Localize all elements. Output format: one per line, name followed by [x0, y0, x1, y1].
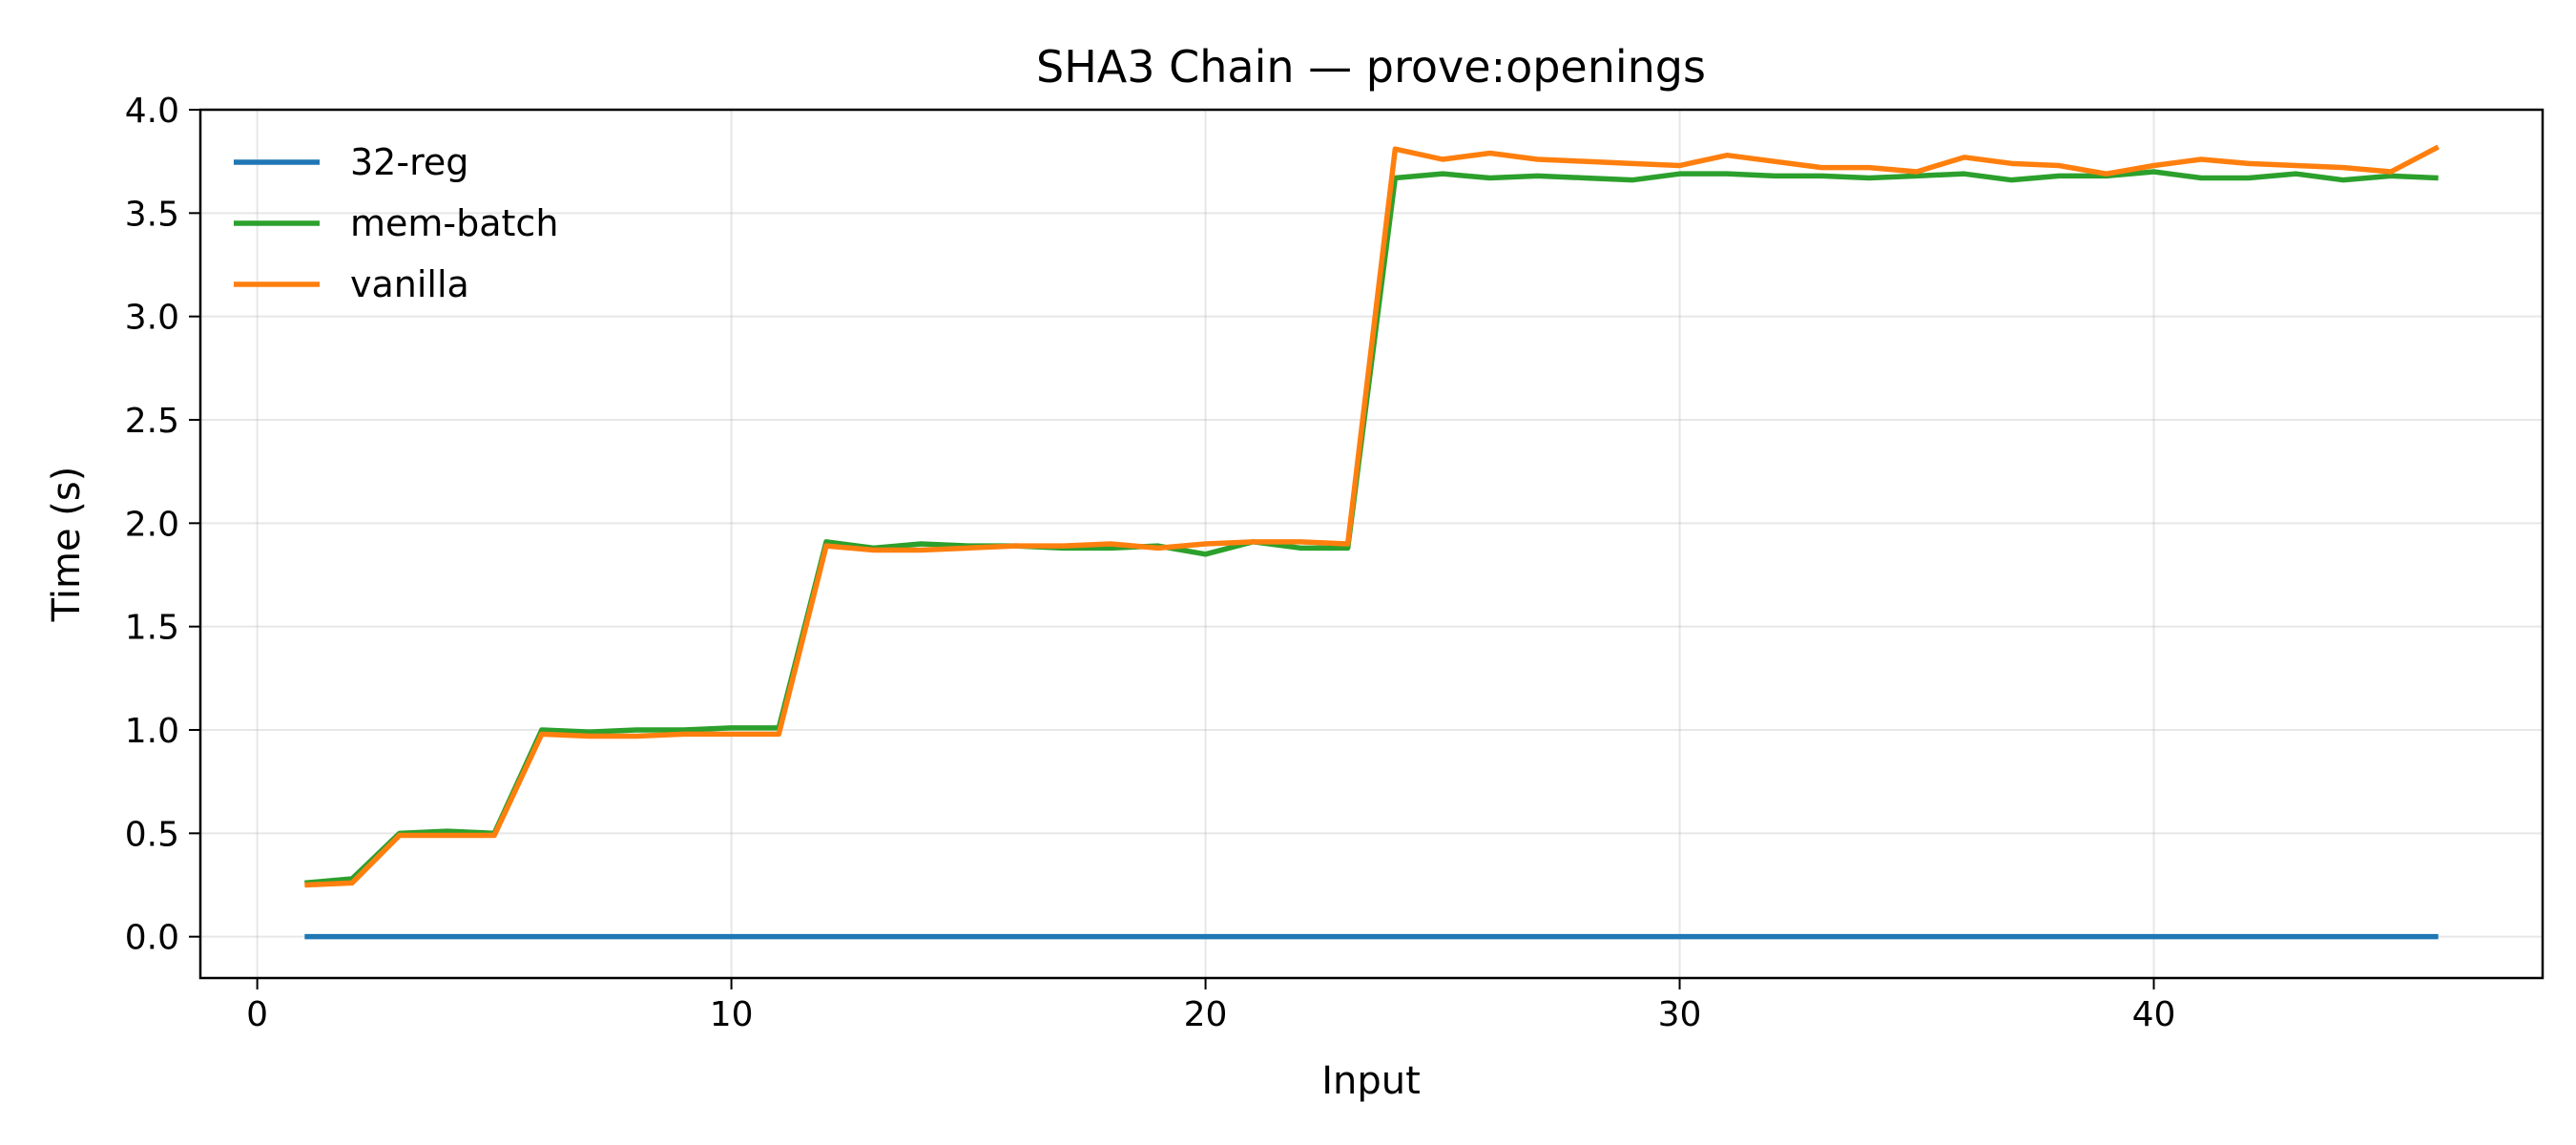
- y-tick-label-7: 3.5: [125, 195, 179, 234]
- y-tick-label-8: 4.0: [125, 92, 179, 131]
- x-tick-label-3: 30: [1658, 995, 1702, 1034]
- y-axis-label: Time (s): [45, 467, 89, 623]
- x-tick-label-1: 10: [710, 995, 754, 1034]
- y-tick-label-6: 3.0: [125, 299, 179, 338]
- legend: 32-reg mem-batch vanilla: [234, 141, 558, 305]
- y-tick-label-4: 2.0: [125, 505, 179, 544]
- x-tick-label-2: 20: [1184, 995, 1228, 1034]
- series-line-vanilla: [304, 144, 2440, 888]
- y-tick-label-1: 0.5: [125, 815, 179, 854]
- x-tick-label-0: 0: [246, 995, 268, 1034]
- y-tick-label-5: 2.5: [125, 402, 179, 441]
- y-tick-label-2: 1.0: [125, 712, 179, 751]
- x-axis-ticks: 0 10 20 30 40: [246, 978, 2175, 1034]
- legend-label-vanilla: vanilla: [350, 263, 469, 305]
- y-tick-label-3: 1.5: [125, 609, 179, 648]
- x-tick-label-4: 40: [2132, 995, 2176, 1034]
- legend-label-32-reg: 32-reg: [350, 141, 468, 183]
- y-tick-label-0: 0.0: [125, 919, 179, 958]
- plot-frame: [198, 108, 2545, 980]
- legend-label-mem-batch: mem-batch: [350, 202, 558, 244]
- series-lines: [304, 144, 2440, 940]
- x-axis-label: Input: [1321, 1059, 1421, 1103]
- chart-title: SHA3 Chain — prove:openings: [1036, 41, 1706, 93]
- y-axis-ticks: 0.0 0.5 1.0 1.5 2.0 2.5 3.0 3.5 4.0: [125, 92, 200, 958]
